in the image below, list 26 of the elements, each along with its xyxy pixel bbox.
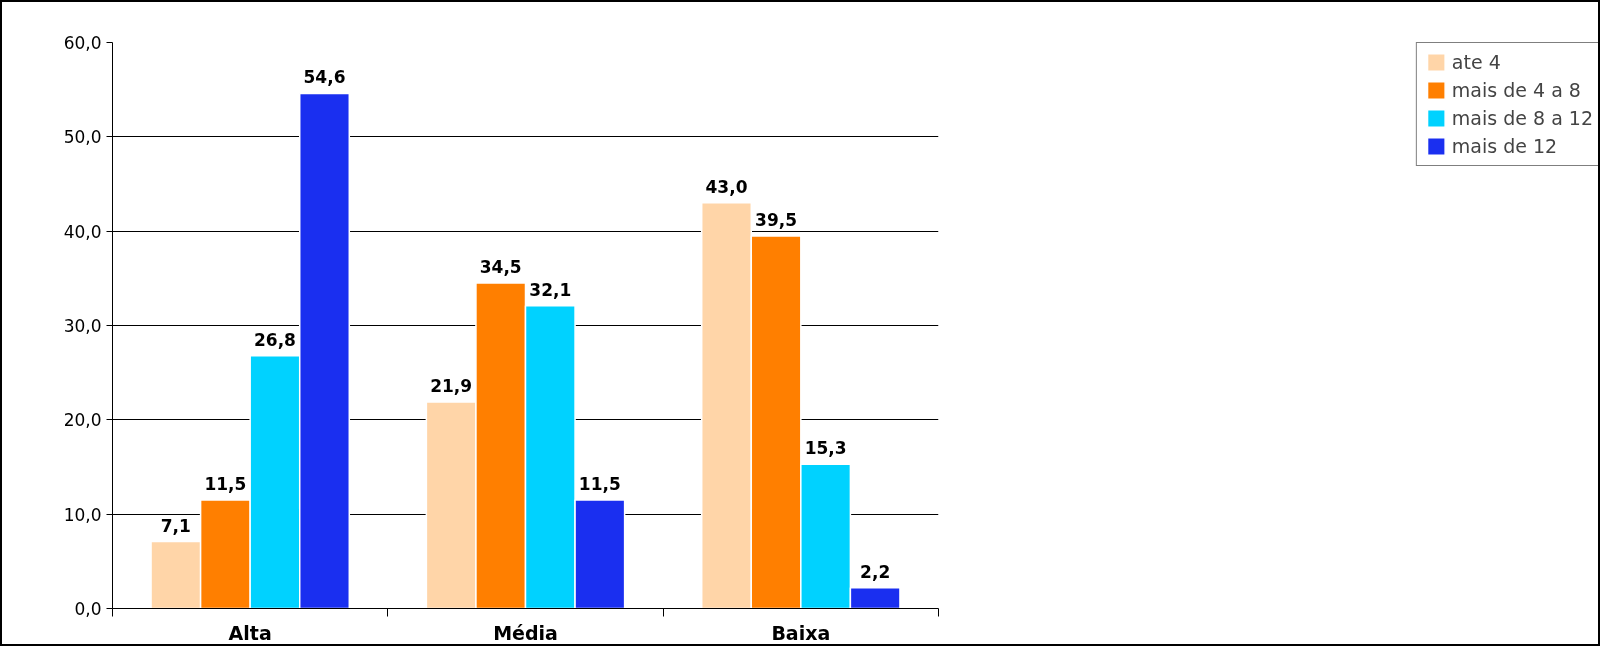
- x-tick-label: Média: [493, 621, 558, 644]
- y-tick-label: 10,0: [63, 504, 102, 525]
- data-label: 21,9: [430, 375, 473, 396]
- data-label: 11,5: [578, 474, 621, 495]
- data-label: 11,5: [204, 474, 247, 495]
- legend-label: ate 4: [1451, 51, 1501, 73]
- y-tick-label: 30,0: [63, 316, 102, 336]
- y-tick-label: 20,0: [63, 410, 102, 431]
- y-tick-label: 50,0: [63, 127, 102, 148]
- data-label: 54,6: [303, 67, 346, 88]
- data-label: 39,5: [755, 209, 798, 230]
- data-label: 34,5: [479, 257, 522, 278]
- y-tick-label: 0,0: [74, 599, 102, 619]
- x-tick-label: Alta: [228, 621, 272, 644]
- y-tick-label: 60,0: [63, 33, 102, 53]
- data-label: 32,1: [529, 279, 572, 300]
- x-tick-label: Baixa: [771, 621, 831, 644]
- legend-label: mais de 4 a 8: [1451, 79, 1581, 101]
- y-tick-label: 40,0: [63, 221, 102, 242]
- data-label: 2,2: [860, 561, 891, 582]
- legend-label: mais de 12: [1451, 135, 1558, 157]
- legend-label: mais de 8 a 12: [1451, 107, 1593, 129]
- data-label: 15,3: [804, 438, 847, 459]
- data-label: 26,8: [253, 329, 296, 350]
- data-label: 43,0: [705, 176, 748, 197]
- data-label: 7,1: [160, 515, 191, 536]
